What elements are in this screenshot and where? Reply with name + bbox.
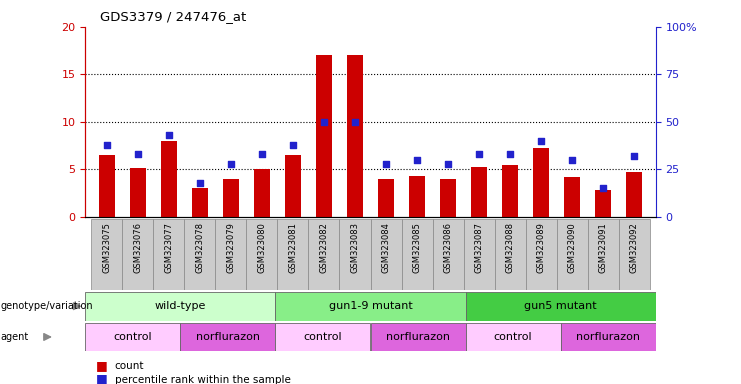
- Bar: [85, 323, 180, 351]
- Point: [566, 157, 578, 163]
- Point: [411, 157, 423, 163]
- Bar: [471, 167, 487, 217]
- Bar: [378, 179, 393, 217]
- Text: GSM323079: GSM323079: [227, 222, 236, 273]
- Point: [473, 151, 485, 157]
- Text: norflurazon: norflurazon: [386, 332, 450, 342]
- Bar: [348, 55, 363, 217]
- Text: GSM323081: GSM323081: [288, 222, 297, 273]
- Text: GSM323075: GSM323075: [102, 222, 111, 273]
- Text: ■: ■: [96, 359, 108, 372]
- Bar: [525, 219, 556, 290]
- Bar: [561, 323, 656, 351]
- Point: [132, 151, 144, 157]
- Bar: [85, 292, 276, 321]
- Bar: [153, 219, 185, 290]
- Text: count: count: [115, 361, 144, 371]
- Point: [225, 161, 237, 167]
- Text: GSM323084: GSM323084: [382, 222, 391, 273]
- Text: GSM323091: GSM323091: [599, 222, 608, 273]
- Bar: [276, 323, 370, 351]
- Bar: [339, 219, 370, 290]
- Text: GSM323080: GSM323080: [257, 222, 267, 273]
- Text: GSM323082: GSM323082: [319, 222, 328, 273]
- Text: GSM323078: GSM323078: [196, 222, 205, 273]
- Bar: [433, 219, 464, 290]
- Text: control: control: [304, 332, 342, 342]
- Bar: [534, 147, 549, 217]
- Text: genotype/variation: genotype/variation: [1, 301, 93, 311]
- Bar: [626, 172, 642, 217]
- Bar: [247, 219, 277, 290]
- Point: [318, 119, 330, 125]
- Text: GSM323083: GSM323083: [350, 222, 359, 273]
- Bar: [588, 219, 619, 290]
- Bar: [162, 141, 176, 217]
- Bar: [254, 169, 270, 217]
- Text: norflurazon: norflurazon: [576, 332, 640, 342]
- Bar: [277, 219, 308, 290]
- Text: GSM323077: GSM323077: [165, 222, 173, 273]
- Point: [628, 153, 640, 159]
- Text: GSM323076: GSM323076: [133, 222, 142, 273]
- Bar: [316, 55, 332, 217]
- Point: [287, 142, 299, 148]
- Bar: [464, 219, 494, 290]
- Point: [597, 185, 609, 192]
- Bar: [130, 167, 146, 217]
- Bar: [402, 219, 433, 290]
- Text: GSM323088: GSM323088: [505, 222, 514, 273]
- Point: [349, 119, 361, 125]
- Text: gun5 mutant: gun5 mutant: [525, 301, 597, 311]
- Text: GSM323090: GSM323090: [568, 222, 576, 273]
- Text: ■: ■: [96, 372, 108, 384]
- Point: [101, 142, 113, 148]
- Text: agent: agent: [1, 332, 29, 342]
- Bar: [465, 323, 561, 351]
- Bar: [223, 179, 239, 217]
- Point: [535, 138, 547, 144]
- Bar: [619, 219, 650, 290]
- Point: [194, 180, 206, 186]
- Text: gun1-9 mutant: gun1-9 mutant: [328, 301, 413, 311]
- Bar: [502, 165, 518, 217]
- Bar: [216, 219, 247, 290]
- Bar: [91, 219, 122, 290]
- Bar: [370, 219, 402, 290]
- Bar: [185, 219, 216, 290]
- Text: GSM323089: GSM323089: [536, 222, 545, 273]
- Bar: [370, 323, 465, 351]
- Bar: [180, 323, 276, 351]
- Bar: [285, 155, 301, 217]
- Text: control: control: [113, 332, 152, 342]
- Text: GSM323087: GSM323087: [474, 222, 484, 273]
- Bar: [565, 177, 579, 217]
- Point: [163, 132, 175, 138]
- Text: GDS3379 / 247476_at: GDS3379 / 247476_at: [100, 10, 246, 23]
- Bar: [122, 219, 153, 290]
- Bar: [440, 179, 456, 217]
- Bar: [99, 155, 115, 217]
- Point: [256, 151, 268, 157]
- Text: GSM323092: GSM323092: [630, 222, 639, 273]
- Text: wild-type: wild-type: [155, 301, 206, 311]
- Point: [504, 151, 516, 157]
- Point: [380, 161, 392, 167]
- Bar: [595, 190, 611, 217]
- Text: control: control: [494, 332, 533, 342]
- Text: GSM323086: GSM323086: [444, 222, 453, 273]
- Bar: [465, 292, 656, 321]
- Text: percentile rank within the sample: percentile rank within the sample: [115, 375, 290, 384]
- Text: GSM323085: GSM323085: [413, 222, 422, 273]
- Bar: [556, 219, 588, 290]
- Bar: [276, 292, 465, 321]
- Bar: [409, 176, 425, 217]
- Bar: [494, 219, 525, 290]
- Bar: [308, 219, 339, 290]
- Bar: [192, 189, 207, 217]
- Text: norflurazon: norflurazon: [196, 332, 260, 342]
- Point: [442, 161, 454, 167]
